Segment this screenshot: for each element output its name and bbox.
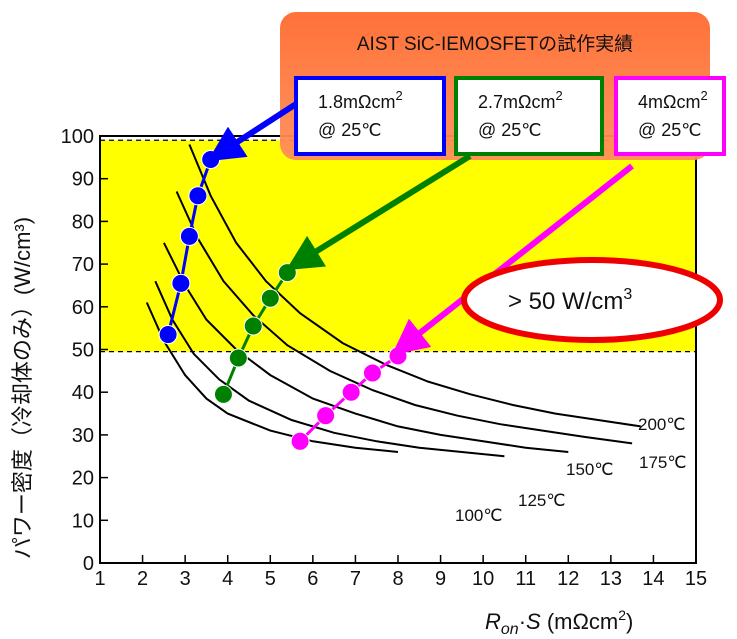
x-tick-label: 13 xyxy=(600,568,622,590)
y-tick-label: 90 xyxy=(72,169,94,191)
x-tick-label: 11 xyxy=(515,568,536,590)
x-tick-label: 2 xyxy=(137,568,148,590)
curve-label: 200℃ xyxy=(638,415,685,434)
x-tick-label: 12 xyxy=(557,568,579,590)
y-tick-label: 10 xyxy=(72,510,94,532)
temperature-curve xyxy=(175,191,633,445)
temperature-curve xyxy=(154,280,505,458)
data-point xyxy=(201,149,221,169)
y-tick-label: 80 xyxy=(72,211,94,233)
x-tick-label: 3 xyxy=(180,568,191,590)
y-tick-label: 60 xyxy=(72,297,94,319)
temperature-curve xyxy=(145,302,399,453)
y-tick-label: 40 xyxy=(72,382,94,404)
spec-box-temperature: @ 25℃ xyxy=(478,120,542,140)
x-tick-label: 1 xyxy=(94,568,105,590)
y-tick-label: 30 xyxy=(72,425,94,447)
spec-box-resistance: 4mΩcm2 xyxy=(638,88,708,112)
curve-label: 175℃ xyxy=(639,453,686,472)
spec-box-resistance: 1.8mΩcm2 xyxy=(318,88,403,112)
y-tick-label: 50 xyxy=(72,340,94,362)
y-tick-label: 20 xyxy=(72,468,94,490)
curve-label: 100℃ xyxy=(455,506,502,525)
data-point xyxy=(277,263,297,283)
x-tick-label: 9 xyxy=(435,568,446,590)
x-tick-label: 4 xyxy=(222,568,233,590)
data-point xyxy=(290,431,310,451)
x-tick-label: 8 xyxy=(392,568,403,590)
banner-title: AIST SiC-IEMOSFETの試作実績 xyxy=(357,33,633,55)
data-point xyxy=(260,288,280,308)
data-point xyxy=(228,348,248,368)
data-point xyxy=(388,346,408,366)
data-point xyxy=(213,384,233,404)
callout-ellipse xyxy=(461,257,723,343)
x-axis-title: Ron·S (mΩcm2) xyxy=(485,607,633,638)
data-point xyxy=(243,316,263,336)
data-point xyxy=(188,186,208,206)
spec-box-temperature: @ 25℃ xyxy=(638,120,702,140)
x-tick-label: 6 xyxy=(307,568,318,590)
data-point xyxy=(316,406,336,426)
spec-box-temperature: @ 25℃ xyxy=(318,120,382,140)
spec-box xyxy=(294,76,446,156)
spec-box xyxy=(454,76,604,156)
y-axis-title: パワー密度（冷却体のみ）(W/cm³) xyxy=(10,217,35,559)
y-tick-label: 100 xyxy=(61,126,94,148)
spec-box-resistance: 2.7mΩcm2 xyxy=(478,88,563,112)
x-tick-label: 14 xyxy=(642,568,664,590)
data-point xyxy=(158,325,178,345)
callout-text: > 50 W/cm3 xyxy=(508,286,632,315)
spec-box xyxy=(614,76,726,156)
arrow-magenta xyxy=(391,163,634,356)
curve-label: 125℃ xyxy=(518,491,565,510)
x-tick-label: 15 xyxy=(685,568,707,590)
y-tick-label: 70 xyxy=(72,254,94,276)
x-tick-label: 10 xyxy=(472,568,494,590)
data-point xyxy=(362,363,382,383)
arrow-blue xyxy=(207,101,298,162)
x-tick-label: 7 xyxy=(350,568,361,590)
y-tick-label: 0 xyxy=(83,553,94,575)
data-point xyxy=(179,226,199,246)
data-point xyxy=(341,382,361,402)
data-point xyxy=(171,273,191,293)
arrow-green xyxy=(286,153,472,271)
x-tick-label: 5 xyxy=(265,568,276,590)
curve-label: 150℃ xyxy=(566,460,613,479)
